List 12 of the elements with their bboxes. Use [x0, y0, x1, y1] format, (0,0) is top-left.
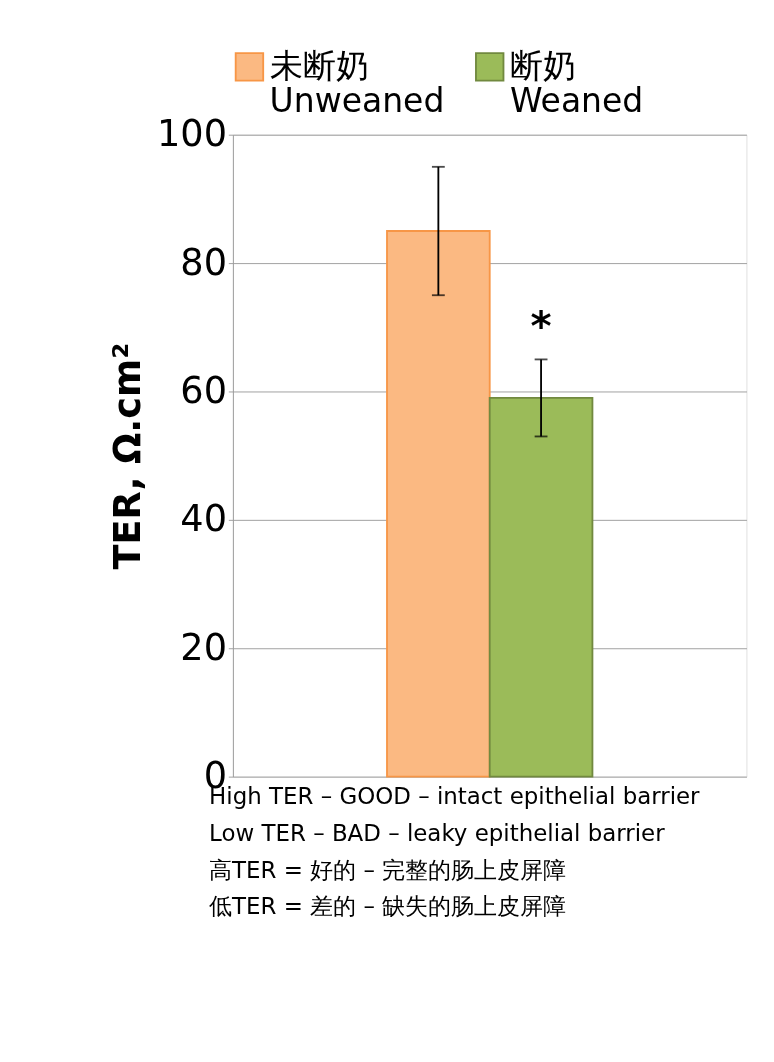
y-tick-label: 60 [180, 368, 227, 412]
text: 高TER = 好的 – 完整的肠上皮屏障 [209, 856, 567, 883]
annotation: * [530, 303, 552, 351]
legend-label: 断奶 Weaned [509, 45, 644, 120]
y-tick-label: 20 [180, 625, 227, 669]
y-tick-label: 80 [180, 240, 227, 284]
text: 低TER = 差的 – 缺失的肠上皮屏障 [209, 893, 567, 920]
y-tick-label: 100 [156, 112, 227, 156]
y-axis-title: TER, Ω.cm² [106, 342, 150, 570]
y-tick-label: 40 [180, 497, 227, 541]
legend-label: 未断奶 Unweaned [269, 45, 445, 120]
text: Low TER – BAD – leaky epithelial barrier [209, 819, 666, 846]
